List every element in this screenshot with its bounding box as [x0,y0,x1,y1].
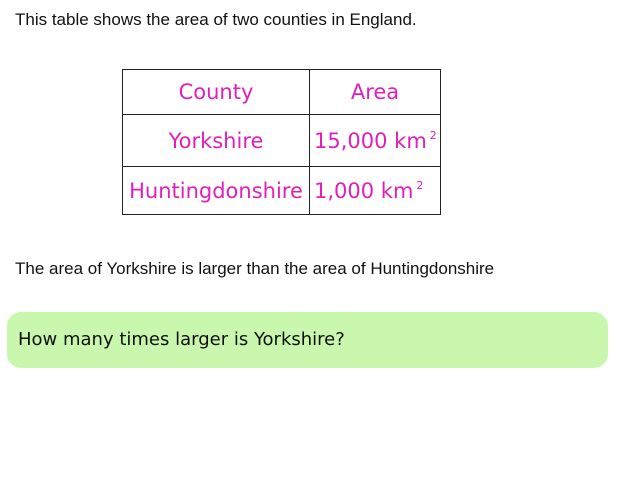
county-cell: Yorkshire [122,114,310,167]
area-value: 15,000 km [314,128,427,153]
table-header-row: County Area [122,69,441,115]
area-value: 1,000 km [314,178,414,203]
county-cell: Huntingdonshire [122,166,310,215]
intro-text: This table shows the area of two countie… [15,10,417,29]
area-cell: 1,000 km 2 [309,166,441,215]
area-cell: 15,000 km 2 [309,114,441,167]
header-county: County [122,69,310,115]
table-row: Yorkshire 15,000 km 2 [122,114,441,167]
question-text: How many times larger is Yorkshire? [18,329,345,350]
area-unit-exponent: 2 [429,128,437,142]
question-box: How many times larger is Yorkshire? [7,312,608,368]
header-area: Area [309,69,441,115]
table-row: Huntingdonshire 1,000 km 2 [122,166,441,215]
area-unit-exponent: 2 [416,178,424,192]
statement-text: The area of Yorkshire is larger than the… [15,259,495,278]
county-area-table: County Area Yorkshire 15,000 km 2 Hunting… [122,69,441,215]
